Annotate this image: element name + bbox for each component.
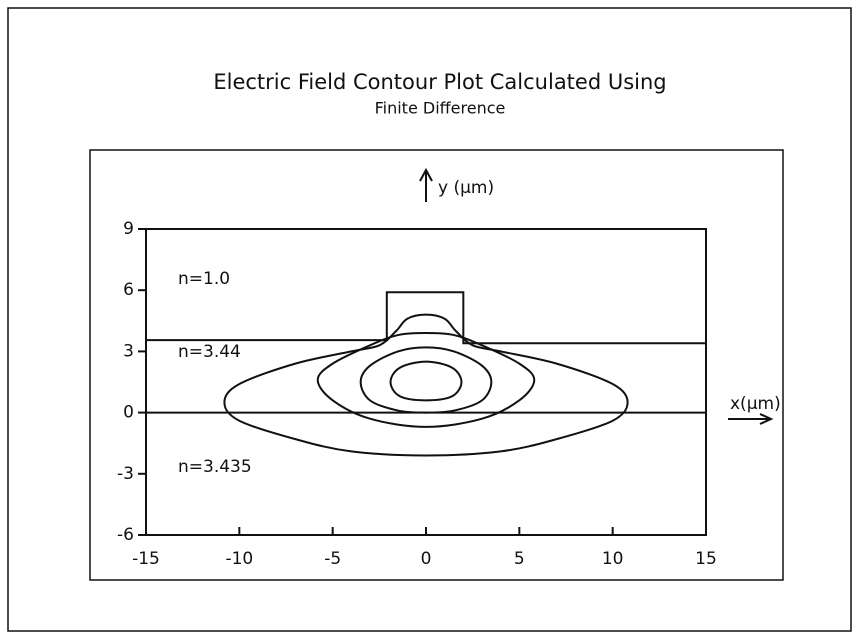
contour-line [223,313,629,457]
x-tick-label: 5 [514,549,525,569]
chart-subtitle: Finite Difference [375,99,506,118]
x-tick-label: 0 [421,549,432,569]
chart-title: Electric Field Contour Plot Calculated U… [213,70,666,94]
region-label: n=1.0 [178,269,230,289]
contour-line [316,332,536,428]
outer-frame [7,7,852,632]
contour-line [359,346,493,414]
x-tick-label: 15 [695,549,717,569]
x-tick-label: -10 [225,549,253,569]
y-tick-label: 9 [123,219,134,239]
x-tick-label: -15 [132,549,160,569]
region-label: n=3.44 [178,342,241,362]
x-axis-label: x(μm) [730,394,781,414]
y-arrow-head [419,167,433,182]
y-tick-label: -3 [117,464,134,484]
y-tick-label: 0 [123,403,134,423]
y-axis-label: y (μm) [438,178,494,198]
inner-frame [89,149,784,581]
region-label: n=3.435 [178,457,252,477]
layer-boundary [146,291,706,345]
contour-line [389,360,463,402]
x-tick-label: 10 [602,549,624,569]
x-arrow-head [759,413,774,425]
y-tick-label: -6 [117,525,134,545]
y-tick-label: 6 [123,280,134,300]
x-tick-label: -5 [324,549,341,569]
y-tick-label: 3 [123,341,134,361]
